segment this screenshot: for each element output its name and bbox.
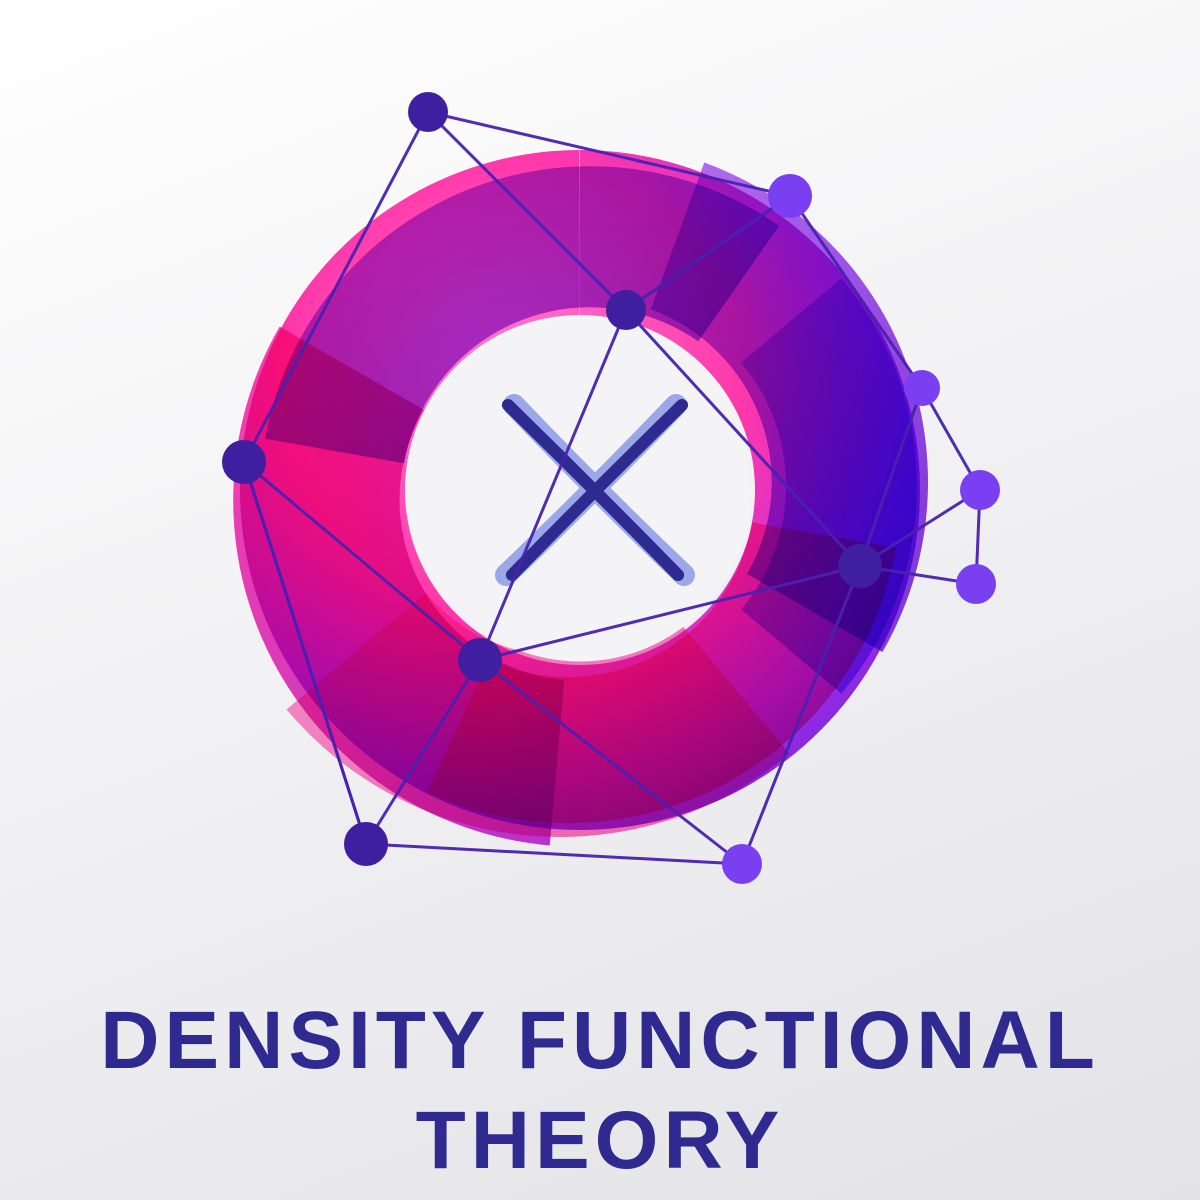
logo-svg — [0, 0, 1200, 960]
graph-node — [768, 174, 812, 218]
graph-node — [344, 822, 388, 866]
graph-node — [838, 544, 882, 588]
graph-node — [222, 440, 266, 484]
title-line-1: DENSITY FUNCTIONAL — [0, 1000, 1200, 1082]
graph-node — [606, 290, 646, 330]
graph-node — [458, 638, 502, 682]
logo-card: DENSITY FUNCTIONAL THEORY — [0, 0, 1200, 1200]
title-line-2: THEORY — [0, 1100, 1200, 1182]
graph-node — [904, 370, 940, 406]
graph-node — [722, 844, 762, 884]
graph-node — [960, 470, 1000, 510]
graph-node — [956, 564, 996, 604]
graph-node — [408, 92, 448, 132]
